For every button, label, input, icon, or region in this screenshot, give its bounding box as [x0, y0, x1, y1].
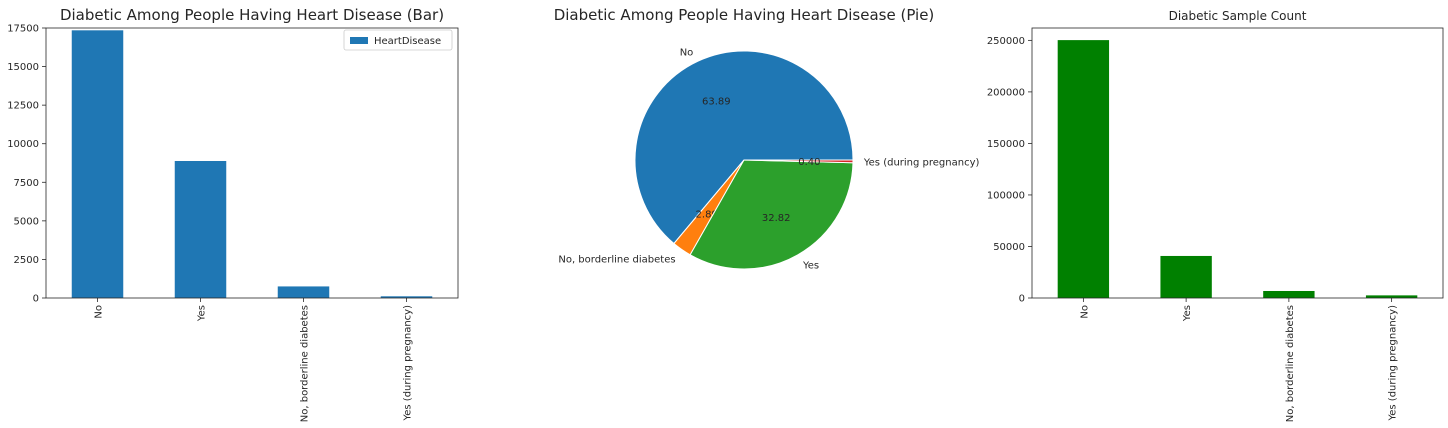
bar-yes-during-pregnancy- — [380, 296, 433, 298]
y-tick-label: 10000 — [7, 139, 39, 150]
y-tick-label: 0 — [1019, 294, 1025, 305]
y-tick-label: 12500 — [7, 101, 39, 112]
x-tick-label: Yes (during pregnancy) — [1388, 305, 1399, 422]
x-tick-label: Yes (during pregnancy) — [403, 305, 414, 422]
pie-chart-1: Diabetic Among People Having Heart Disea… — [554, 6, 980, 271]
pie-pct-label: 0.40 — [798, 157, 820, 168]
pie-slice-no — [634, 50, 854, 245]
y-tick-label: 100000 — [987, 190, 1025, 201]
bar-no-borderline-diabetes — [277, 286, 330, 298]
bar-chart-2: Diabetic Sample Count No Yes No, borderline… — [987, 9, 1444, 422]
y-tick-label: 17500 — [7, 24, 39, 35]
x-tick-label: No, borderline diabetes — [1285, 305, 1296, 422]
pie-label: Yes (during pregnancy) — [863, 158, 980, 169]
bar-no — [1057, 40, 1110, 299]
bar-chart-0: Diabetic Among People Having Heart Disea… — [7, 6, 459, 422]
pie-pct-label: 32.82 — [762, 213, 791, 224]
bar-yes-during-pregnancy- — [1365, 295, 1418, 298]
y-tick-label: 50000 — [993, 242, 1025, 253]
y-tick-label: 2500 — [14, 255, 39, 266]
chart-title: Diabetic Sample Count — [1169, 9, 1307, 23]
x-tick-label: No — [94, 305, 105, 319]
pie-slice-yes-during-pregnancy — [743, 159, 854, 164]
chart-title: Diabetic Among People Having Heart Disea… — [60, 6, 444, 24]
pie-label: No, borderline diabetes — [558, 254, 675, 265]
bar-yes — [1160, 255, 1212, 298]
chart-title: Diabetic Among People Having Heart Disea… — [554, 6, 935, 24]
bar-no-borderline-diabetes — [1263, 290, 1315, 298]
pie-pct-label: 63.89 — [702, 97, 731, 108]
legend-swatch — [350, 37, 368, 44]
x-tick-label: No, borderline diabetes — [300, 305, 311, 422]
y-tick-label: 250000 — [987, 36, 1025, 47]
legend: HeartDisease — [343, 29, 453, 51]
y-tick-label: 7500 — [14, 178, 39, 189]
plot-frame — [1031, 27, 1444, 299]
x-tick-label: No — [1079, 305, 1090, 319]
legend-box — [343, 29, 453, 51]
y-tick-label: 150000 — [987, 139, 1025, 150]
bar-yes — [174, 160, 227, 298]
bar-no — [71, 30, 124, 299]
y-tick-label: 15000 — [7, 62, 39, 73]
plot-frame — [45, 27, 459, 299]
x-tick-label: Yes — [197, 305, 208, 322]
x-tick-label: Yes — [1182, 305, 1193, 322]
pie-label: Yes — [802, 260, 819, 271]
pie-label: No — [680, 47, 694, 58]
y-tick-label: 5000 — [14, 216, 39, 227]
legend-label: HeartDisease — [374, 36, 441, 47]
y-tick-label: 0 — [33, 294, 39, 305]
pie-slice-yes — [689, 159, 854, 270]
y-tick-label: 200000 — [987, 87, 1025, 98]
pie-pct-label: 2.89 — [696, 210, 718, 221]
